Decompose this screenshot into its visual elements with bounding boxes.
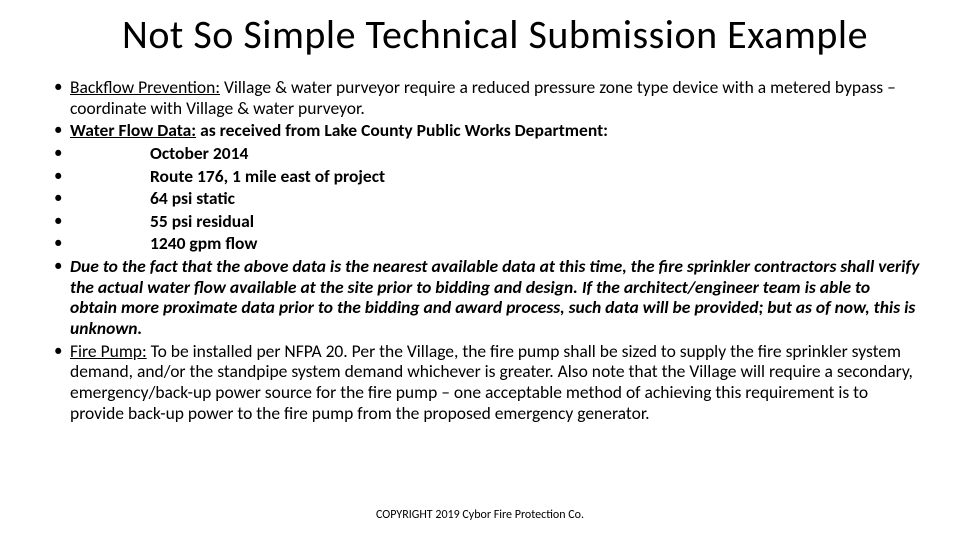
bullet-backflow: Backflow Prevention: Village & water pur… xyxy=(48,77,920,118)
bullet-text: 64 psi static xyxy=(70,188,235,209)
bullet-text: Due to the fact that the above data is t… xyxy=(70,255,919,339)
bullet-text: as received from Lake County Public Work… xyxy=(196,119,608,141)
bullet-gpm: 1240 gpm flow xyxy=(48,233,920,254)
bullet-text: October 2014 xyxy=(70,143,248,164)
bullet-text: To be installed per NFPA 20. Per the Vil… xyxy=(70,340,913,424)
bullet-firepump: Fire Pump: To be installed per NFPA 20. … xyxy=(48,341,920,424)
bullet-text: 1240 gpm flow xyxy=(70,233,257,254)
bullet-route: Route 176, 1 mile east of project xyxy=(48,166,920,187)
bullet-residual: 55 psi residual xyxy=(48,211,920,232)
slide: Not So Simple Technical Submission Examp… xyxy=(0,0,960,540)
bullet-list: Backflow Prevention: Village & water pur… xyxy=(40,77,920,423)
bullet-lead: Water Flow Data: xyxy=(70,119,196,141)
bullet-text: Route 176, 1 mile east of project xyxy=(70,166,385,187)
bullet-note: Due to the fact that the above data is t… xyxy=(48,256,920,339)
bullet-static: 64 psi static xyxy=(48,188,920,209)
bullet-lead: Fire Pump: xyxy=(70,340,147,362)
bullet-date: October 2014 xyxy=(48,143,920,164)
copyright-footer: COPYRIGHT 2019 Cybor Fire Protection Co. xyxy=(0,508,960,522)
bullet-lead: Backflow Prevention: xyxy=(70,76,220,98)
slide-title: Not So Simple Technical Submission Examp… xyxy=(40,10,920,59)
bullet-text: 55 psi residual xyxy=(70,211,254,232)
bullet-waterflow: Water Flow Data: as received from Lake C… xyxy=(48,120,920,141)
